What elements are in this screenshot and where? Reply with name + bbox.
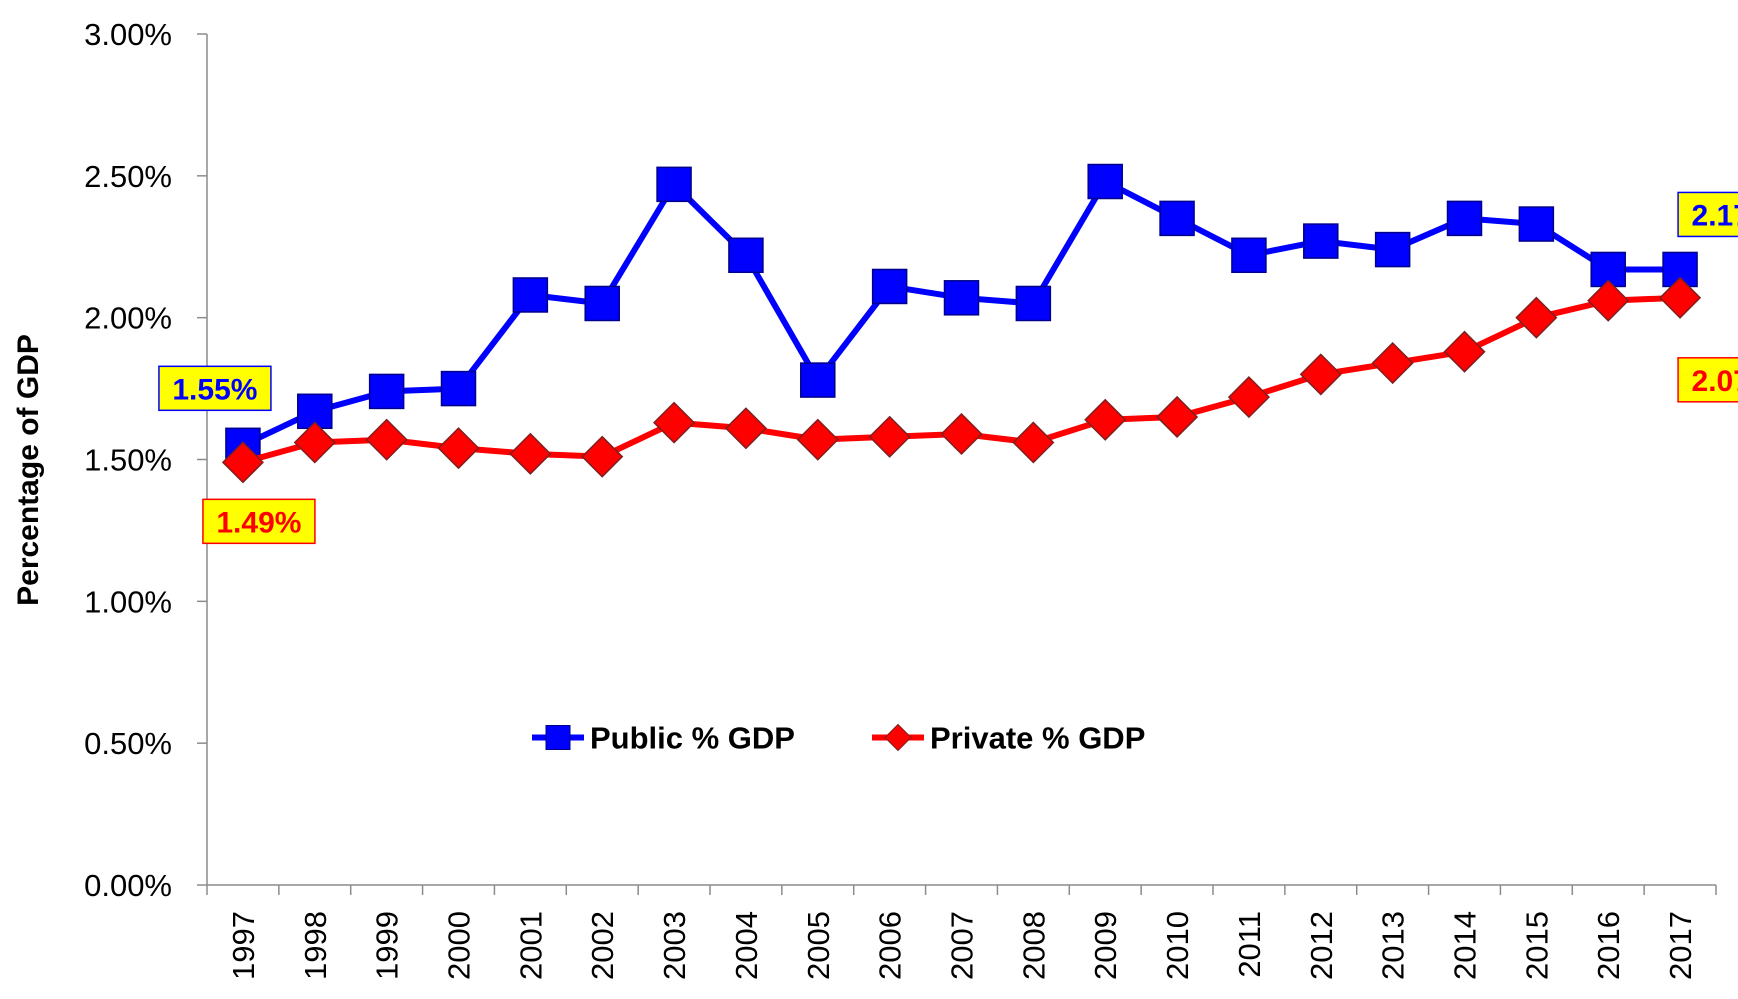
data-label-public: 1.55% — [158, 365, 272, 412]
y-tick-label: 1.00% — [84, 584, 172, 619]
series-private — [221, 276, 1702, 484]
data-point-diamond — [365, 418, 408, 461]
data-point-diamond — [1227, 376, 1270, 419]
y-tick-label: 3.00% — [84, 17, 172, 52]
data-point-diamond — [437, 427, 480, 470]
data-point-diamond — [1084, 398, 1127, 441]
x-tick-label: 2002 — [585, 911, 620, 980]
x-tick-label: 2000 — [442, 911, 477, 980]
x-tick-label: 2016 — [1591, 911, 1626, 980]
data-point-diamond — [653, 401, 696, 444]
x-tick-label: 2003 — [657, 911, 692, 980]
data-point-diamond — [1012, 421, 1055, 464]
x-tick-label: 2011 — [1232, 911, 1267, 978]
data-point-square — [728, 237, 764, 274]
data-label-box — [202, 498, 316, 545]
data-label-text: 1.49% — [216, 506, 301, 539]
data-point-square — [1518, 206, 1555, 242]
data-point-diamond — [1659, 276, 1702, 319]
data-point-diamond — [581, 435, 624, 478]
data-point-square — [1446, 200, 1483, 237]
data-point-square — [440, 370, 477, 407]
data-point-square — [1015, 285, 1052, 322]
data-label-box — [1677, 357, 1738, 403]
data-point-diamond — [1156, 395, 1199, 439]
y-tick-label: 2.50% — [84, 159, 172, 194]
x-tick-label: 1998 — [298, 911, 333, 980]
legend-swatch-marker — [884, 723, 912, 752]
data-point-square — [1159, 200, 1195, 237]
data-point-square — [943, 280, 980, 316]
x-tick-label: 2014 — [1448, 911, 1483, 980]
x-tick-label: 2009 — [1088, 911, 1123, 980]
legend-item-public: Public % GDP — [532, 720, 795, 755]
series-layer — [221, 163, 1702, 484]
x-tick-label: 2007 — [945, 911, 980, 980]
x-tick-label: 2001 — [513, 911, 548, 980]
x-tick-label: 1999 — [370, 911, 405, 980]
data-label-private: 2.07% — [1677, 357, 1738, 403]
legend-label: Private % GDP — [930, 720, 1145, 755]
data-point-square — [1087, 163, 1123, 200]
data-label-text: 1.55% — [172, 373, 257, 406]
x-tick-label: 2008 — [1016, 911, 1051, 980]
data-point-square — [871, 268, 908, 305]
y-axis: 0.00% 0.50% 1.00% 1.50% 2.00% 2.50% 3.00% — [84, 17, 208, 903]
data-point-diamond — [1371, 341, 1414, 385]
data-point-diamond — [1587, 279, 1630, 322]
x-tick-label: 2006 — [873, 911, 908, 980]
data-point-diamond — [940, 412, 983, 456]
data-label-public: 2.17% — [1677, 191, 1738, 238]
data-point-diamond — [868, 415, 911, 458]
data-point-diamond — [293, 421, 336, 464]
series-public — [225, 163, 1698, 464]
data-point-diamond — [1515, 296, 1558, 339]
y-tick-label: 0.00% — [84, 868, 172, 903]
x-tick-label: 2004 — [729, 911, 764, 980]
data-point-diamond — [724, 407, 767, 450]
data-point-square — [1374, 231, 1411, 268]
data-point-square — [656, 166, 692, 203]
data-point-diamond — [221, 441, 264, 484]
legend-label: Public % GDP — [590, 720, 795, 755]
y-tick-label: 1.50% — [84, 443, 172, 478]
data-point-diamond — [509, 432, 552, 475]
x-axis: 1997 1998 1999 2000 2001 2002 2003 2004 2005 2006… — [206, 884, 1717, 980]
x-tick-label: 2005 — [801, 911, 836, 980]
data-label-text: 2.17% — [1692, 199, 1738, 232]
legend: Public % GDP Private % GDP — [532, 720, 1145, 755]
data-point-square — [800, 362, 836, 398]
data-point-diamond — [1299, 353, 1342, 396]
data-label-callouts: 1.55% 1.49% 2.17% 2.07% — [158, 191, 1738, 545]
data-label-box — [158, 365, 272, 412]
x-tick-label: 2010 — [1160, 911, 1195, 980]
y-axis-title: Percentage of GDP — [12, 334, 45, 606]
x-tick-label: 2012 — [1304, 911, 1339, 980]
x-tick-label: 2015 — [1519, 911, 1554, 980]
data-label-private: 1.49% — [202, 498, 316, 545]
data-point-square — [512, 277, 549, 313]
data-point-square — [584, 285, 620, 322]
data-point-diamond — [1443, 330, 1486, 373]
legend-item-private: Private % GDP — [872, 720, 1145, 755]
data-label-text: 2.07% — [1692, 365, 1738, 398]
y-tick-label: 2.00% — [84, 301, 172, 336]
data-point-diamond — [796, 418, 839, 461]
x-tick-label: 2017 — [1663, 911, 1698, 980]
legend-swatch-marker — [545, 724, 571, 750]
x-tick-label: 1997 — [226, 911, 261, 980]
data-point-square — [368, 373, 405, 410]
data-point-square — [1231, 237, 1267, 274]
y-tick-label: 0.50% — [84, 726, 172, 761]
data-label-box — [1677, 191, 1738, 238]
x-tick-label: 2013 — [1376, 911, 1411, 980]
data-point-square — [1303, 223, 1339, 259]
